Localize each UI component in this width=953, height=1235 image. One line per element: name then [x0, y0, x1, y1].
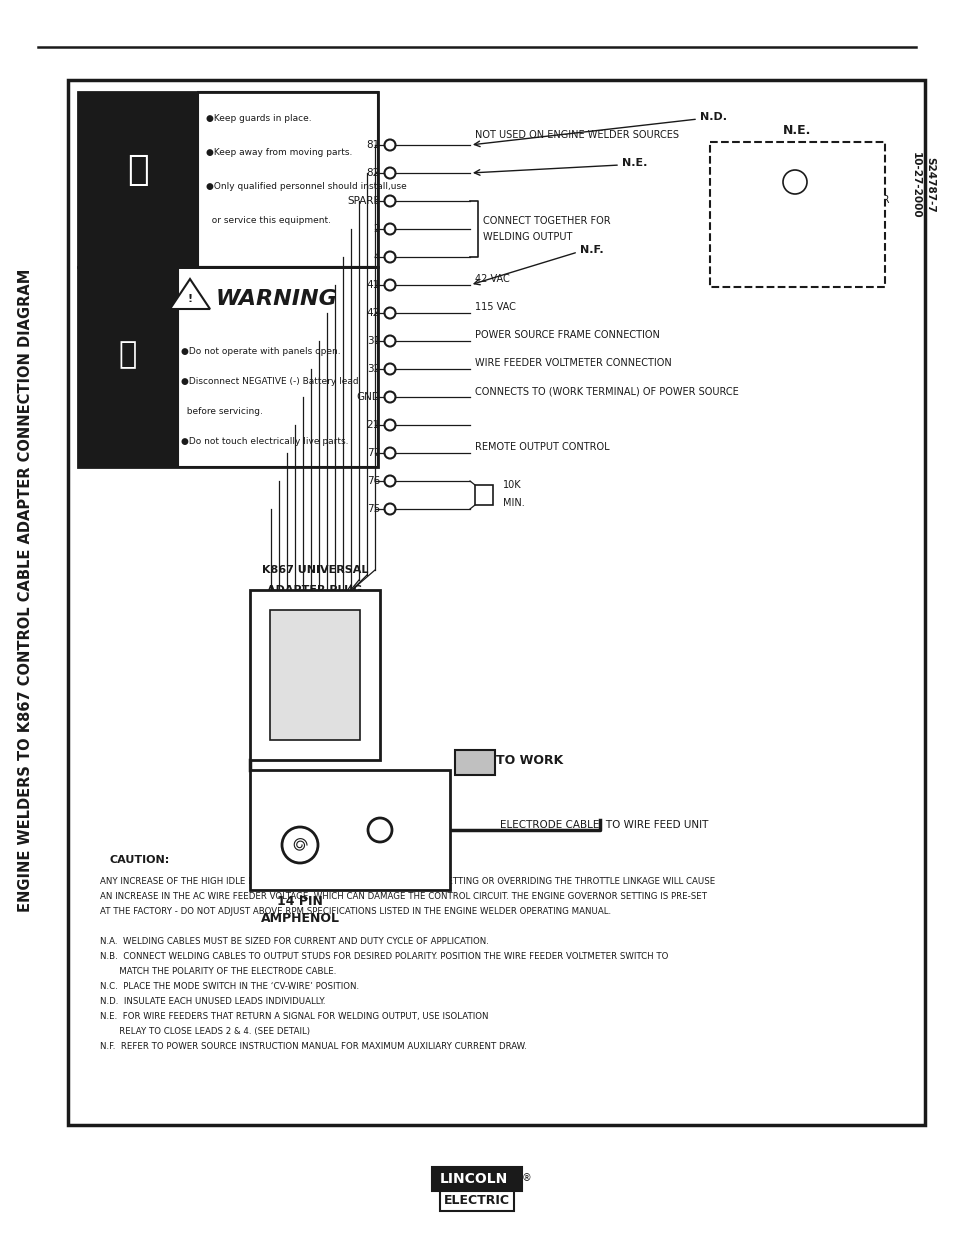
Text: N.E.: N.E. [621, 158, 647, 168]
Bar [78, 267, 178, 467]
Text: 41: 41 [366, 280, 379, 290]
Text: N.E.: N.E. [782, 124, 810, 137]
Bar [178, 267, 377, 467]
Text: ®: ® [521, 1173, 531, 1183]
Text: CONNECT TOGETHER FOR: CONNECT TOGETHER FOR [482, 216, 610, 226]
Text: 10K: 10K [502, 480, 521, 490]
Bar [198, 91, 377, 267]
Text: -: - [376, 821, 383, 839]
Bar [475, 485, 493, 505]
Text: 4: 4 [373, 252, 379, 262]
Text: ●Disconnect NEGATIVE (-) Battery lead: ●Disconnect NEGATIVE (-) Battery lead [181, 377, 358, 387]
Text: or service this equipment.: or service this equipment. [206, 216, 331, 225]
Text: ✋: ✋ [127, 153, 149, 186]
Bar [432, 1167, 521, 1191]
Text: LINCOLN: LINCOLN [439, 1172, 508, 1186]
Text: 2: 2 [373, 224, 379, 233]
Text: 10-27-2000: 10-27-2000 [910, 152, 920, 219]
Text: 75: 75 [366, 504, 379, 514]
Bar [78, 91, 198, 267]
Text: N.A.  WELDING CABLES MUST BE SIZED FOR CURRENT AND DUTY CYCLE OF APPLICATION.: N.A. WELDING CABLES MUST BE SIZED FOR CU… [100, 937, 488, 946]
Text: TO
WIRE
FEEDER: TO WIRE FEEDER [850, 172, 888, 205]
Text: N.E.  FOR WIRE FEEDERS THAT RETURN A SIGNAL FOR WELDING OUTPUT, USE ISOLATION: N.E. FOR WIRE FEEDERS THAT RETURN A SIGN… [100, 1011, 488, 1021]
Text: AMPHENOL: AMPHENOL [260, 911, 339, 925]
Bar [68, 80, 924, 1125]
Text: MATCH THE POLARITY OF THE ELECTRODE CABLE.: MATCH THE POLARITY OF THE ELECTRODE CABL… [100, 967, 336, 976]
Text: 42 VAC: 42 VAC [475, 274, 509, 284]
Text: 14 PIN: 14 PIN [276, 895, 323, 908]
Text: before servicing.: before servicing. [181, 408, 263, 416]
Bar [78, 267, 377, 467]
Text: CONNECTS TO (WORK TERMINAL) OF POWER SOURCE: CONNECTS TO (WORK TERMINAL) OF POWER SOU… [475, 387, 738, 396]
Text: WIRE FEEDER VOLTMETER CONNECTION: WIRE FEEDER VOLTMETER CONNECTION [475, 358, 671, 368]
Text: +: + [293, 866, 307, 884]
Text: WARNING: WARNING [215, 289, 337, 309]
Text: 76: 76 [366, 475, 379, 487]
Text: AN INCREASE IN THE AC WIRE FEEDER VOLTAGE, WHICH CAN DAMAGE THE CONTROL CIRCUIT.: AN INCREASE IN THE AC WIRE FEEDER VOLTAG… [100, 892, 706, 902]
Text: 115 VAC: 115 VAC [475, 303, 516, 312]
Text: GND: GND [355, 391, 379, 403]
Text: 2: 2 [721, 174, 727, 184]
Text: REMOTE OUTPUT CONTROL: REMOTE OUTPUT CONTROL [475, 442, 609, 452]
Bar [455, 750, 495, 776]
Text: ●Do not operate with panels open.: ●Do not operate with panels open. [181, 347, 340, 356]
Polygon shape [170, 279, 210, 309]
Bar [250, 590, 379, 760]
Text: 31: 31 [366, 336, 379, 346]
Text: CAUTION:: CAUTION: [110, 855, 170, 864]
Text: RELAY TO CLOSE LEADS 2 & 4. (SEE DETAIL): RELAY TO CLOSE LEADS 2 & 4. (SEE DETAIL) [100, 1028, 310, 1036]
Text: POWER SOURCE FRAME CONNECTION: POWER SOURCE FRAME CONNECTION [475, 330, 659, 340]
Text: N.B.  CONNECT WELDING CABLES TO OUTPUT STUDS FOR DESIRED POLARITY. POSITION THE : N.B. CONNECT WELDING CABLES TO OUTPUT ST… [100, 952, 668, 961]
Text: AT THE FACTORY - DO NOT ADJUST ABOVE RPM SPECIFICATIONS LISTED IN THE ENGINE WEL: AT THE FACTORY - DO NOT ADJUST ABOVE RPM… [100, 906, 611, 916]
Bar [709, 142, 884, 287]
Text: 4: 4 [721, 224, 727, 233]
Text: ELECTRODE CABLE  TO WIRE FEED UNIT: ELECTRODE CABLE TO WIRE FEED UNIT [499, 820, 708, 830]
Text: ↑: ↑ [478, 490, 488, 500]
Text: N.C.  PLACE THE MODE SWITCH IN THE ‘CV-WIRE’ POSITION.: N.C. PLACE THE MODE SWITCH IN THE ‘CV-WI… [100, 982, 358, 990]
Bar [250, 769, 450, 890]
Text: TO
K867: TO K867 [717, 261, 741, 282]
Text: 21: 21 [366, 420, 379, 430]
Text: ●Keep guards in place.: ●Keep guards in place. [206, 114, 312, 124]
Text: S24787-7: S24787-7 [924, 157, 934, 212]
Text: N.D.: N.D. [700, 112, 726, 122]
Text: 82: 82 [366, 168, 379, 178]
Bar [270, 610, 359, 740]
Text: ENGINE WELDERS TO K867 CONTROL CABLE ADAPTER CONNECTION DIAGRAM: ENGINE WELDERS TO K867 CONTROL CABLE ADA… [18, 268, 33, 911]
Text: SPARE: SPARE [347, 196, 379, 206]
Bar [78, 91, 377, 267]
Text: !: ! [187, 294, 193, 304]
Text: ●Keep away from moving parts.: ●Keep away from moving parts. [206, 148, 352, 157]
Text: N.D.  INSULATE EACH UNUSED LEADS INDIVIDUALLY.: N.D. INSULATE EACH UNUSED LEADS INDIVIDU… [100, 997, 325, 1007]
Text: ●Only qualified personnel should install,use: ●Only qualified personnel should install… [206, 182, 406, 191]
Text: ELECTRIC: ELECTRIC [443, 1194, 510, 1208]
Text: 81: 81 [366, 140, 379, 149]
Text: ●Do not touch electrically live parts.: ●Do not touch electrically live parts. [181, 437, 348, 446]
Text: 42: 42 [366, 308, 379, 317]
Text: K867 UNIVERSAL: K867 UNIVERSAL [261, 564, 368, 576]
Text: NOT USED ON ENGINE WELDER SOURCES: NOT USED ON ENGINE WELDER SOURCES [475, 130, 679, 140]
Text: 🏃: 🏃 [119, 341, 137, 369]
Text: 32: 32 [366, 364, 379, 374]
Text: N.F.  REFER TO POWER SOURCE INSTRUCTION MANUAL FOR MAXIMUM AUXILIARY CURRENT DRA: N.F. REFER TO POWER SOURCE INSTRUCTION M… [100, 1042, 526, 1051]
Text: ANY INCREASE OF THE HIGH IDLE ENGINE RPM BY CHANGING THE GOVERNOR SETTING OR OVE: ANY INCREASE OF THE HIGH IDLE ENGINE RPM… [100, 877, 715, 885]
Text: 77: 77 [366, 448, 379, 458]
Text: MIN.: MIN. [502, 498, 524, 508]
Bar [439, 1191, 514, 1212]
Text: TO WORK: TO WORK [496, 753, 563, 767]
Text: WELDING OUTPUT: WELDING OUTPUT [482, 232, 572, 242]
Text: ADAPTER PLUG: ADAPTER PLUG [267, 585, 362, 595]
Text: N.F.: N.F. [579, 245, 603, 254]
